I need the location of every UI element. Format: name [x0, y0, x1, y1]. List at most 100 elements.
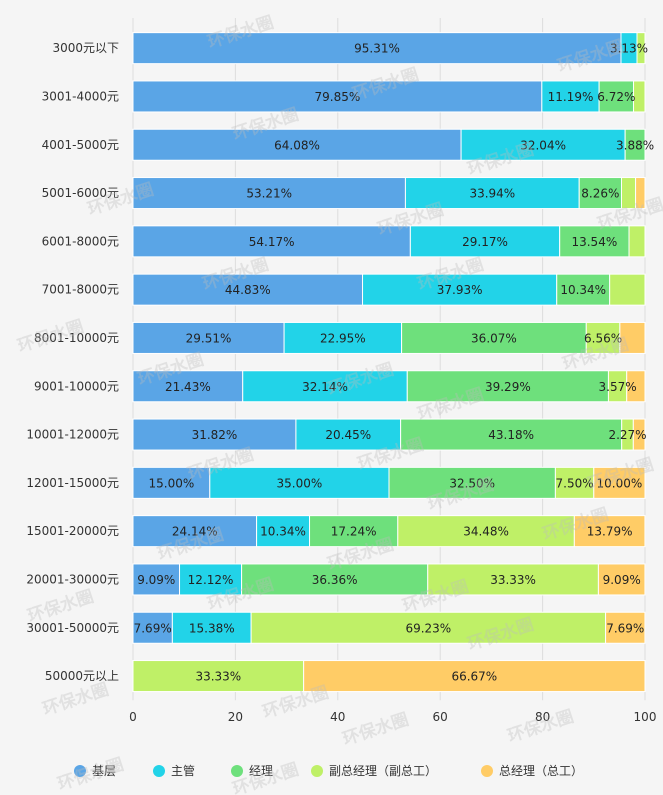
bar-segment	[132, 225, 411, 258]
bar-value-label: 10.34%	[260, 525, 306, 539]
bar-value-label: 43.18%	[488, 428, 534, 442]
bar-segment	[628, 225, 646, 258]
bar-segment	[171, 611, 252, 644]
bar-value-label: 33.94%	[469, 187, 515, 201]
bar-value-label: 34.48%	[463, 525, 509, 539]
watermark-text: 环保水圈	[85, 179, 156, 220]
category-label: 10001-12000元	[26, 428, 119, 442]
bar-value-label: 15.00%	[149, 476, 195, 490]
legend-marker	[481, 765, 493, 777]
bar-segment	[626, 370, 646, 403]
category-label: 20001-30000元	[26, 572, 119, 586]
bar-value-label: 20.45%	[325, 428, 371, 442]
category-label: 9001-10000元	[34, 379, 119, 393]
bar-value-label: 66.67%	[451, 670, 497, 684]
bar-segment	[409, 225, 561, 258]
bar-segment	[209, 466, 390, 499]
bar-value-label: 17.24%	[331, 525, 377, 539]
bar-value-label: 36.07%	[471, 331, 517, 345]
bar-value-label: 7.69%	[134, 621, 172, 635]
bar-segment	[132, 80, 543, 113]
bar-value-label: 12.12%	[188, 573, 234, 587]
bar-value-label: 33.33%	[195, 670, 241, 684]
bar-segment	[619, 321, 646, 354]
legend-label[interactable]: 副总经理（副总工）	[329, 764, 437, 778]
watermark-text: 环保水圈	[55, 754, 126, 795]
bar-value-label: 8.26%	[581, 187, 619, 201]
bar-value-label: 6.72%	[597, 90, 635, 104]
legend-label[interactable]: 基层	[92, 764, 116, 778]
bar-segment	[609, 273, 646, 306]
bars-layer	[132, 32, 646, 693]
bar-value-label: 31.82%	[192, 428, 238, 442]
category-label: 8001-10000元	[34, 331, 119, 345]
bar-segment	[593, 466, 646, 499]
legend-marker	[231, 765, 243, 777]
bar-segment	[132, 611, 173, 644]
bar-segment	[636, 32, 646, 65]
category-label: 30001-50000元	[26, 621, 119, 635]
bar-segment	[427, 563, 599, 596]
category-label: 3000元以下	[52, 41, 119, 55]
bar-value-label: 36.36%	[312, 573, 358, 587]
x-tick-label: 60	[433, 710, 448, 724]
category-label: 15001-20000元	[26, 524, 119, 538]
bar-value-label: 2.27%	[608, 428, 646, 442]
bar-value-label: 7.50%	[556, 476, 594, 490]
bar-value-label: 7.69%	[606, 621, 644, 635]
bar-segment	[132, 515, 258, 548]
bar-segment	[283, 321, 403, 354]
bar-segment	[624, 128, 646, 161]
bar-segment	[597, 563, 646, 596]
bar-value-label: 69.23%	[405, 621, 451, 635]
bar-value-label: 11.19%	[548, 90, 594, 104]
bar-segment	[573, 515, 646, 548]
bar-value-label: 35.00%	[277, 476, 323, 490]
bar-segment	[179, 563, 243, 596]
bar-value-label: 39.29%	[485, 380, 531, 394]
bar-segment	[256, 515, 311, 548]
bar-segment	[132, 321, 285, 354]
category-labels: 3000元以下 3001-4000元 4001-5000元 5001-6000元 600…	[26, 41, 119, 683]
bar-segment	[633, 80, 646, 113]
bar-value-label: 32.14%	[302, 380, 348, 394]
bar-value-label: 9.09%	[137, 573, 175, 587]
legend-marker	[311, 765, 323, 777]
bar-segment	[303, 660, 646, 693]
category-label: 4001-5000元	[42, 138, 119, 152]
bar-value-label: 3.57%	[599, 380, 637, 394]
legend-label[interactable]: 主管	[171, 763, 195, 778]
x-tick-label: 100	[634, 710, 657, 724]
category-label: 6001-8000元	[42, 234, 119, 248]
category-label: 12001-15000元	[26, 476, 119, 490]
bar-segment	[362, 273, 558, 306]
bar-value-label: 53.21%	[246, 187, 292, 201]
bar-value-label: 13.79%	[587, 525, 633, 539]
category-label: 50000元以上	[45, 669, 119, 683]
bar-value-label: 32.04%	[520, 138, 566, 152]
x-tick-label: 0	[129, 710, 137, 724]
bar-segment	[132, 563, 181, 596]
watermark-text: 环保水圈	[340, 709, 411, 750]
bar-segment	[556, 273, 611, 306]
bar-value-label: 15.38%	[189, 621, 235, 635]
bar-segment	[132, 418, 297, 451]
bar-labels-layer: 95.31% 3.13% 79.85% 11.19% 6.72% 64.08% 32.04%…	[134, 42, 655, 684]
bar-segment	[406, 370, 609, 403]
bar-segment	[605, 611, 646, 644]
watermark-text: 环保水圈	[15, 316, 86, 357]
legend-marker	[74, 765, 86, 777]
bar-segment	[132, 273, 364, 306]
bar-value-label: 54.17%	[249, 235, 295, 249]
bar-segment	[250, 611, 607, 644]
bar-segment	[242, 370, 408, 403]
x-tick-label: 20	[228, 710, 243, 724]
x-tick-label: 40	[330, 710, 345, 724]
bar-value-label: 24.14%	[172, 525, 218, 539]
bar-value-label: 10.00%	[597, 476, 643, 490]
bar-segment	[635, 177, 646, 210]
legend-label[interactable]: 经理	[249, 764, 273, 778]
category-label: 3001-4000元	[42, 89, 119, 103]
legend-label[interactable]: 总经理（总工）	[499, 764, 583, 778]
x-tick-label: 80	[535, 710, 550, 724]
